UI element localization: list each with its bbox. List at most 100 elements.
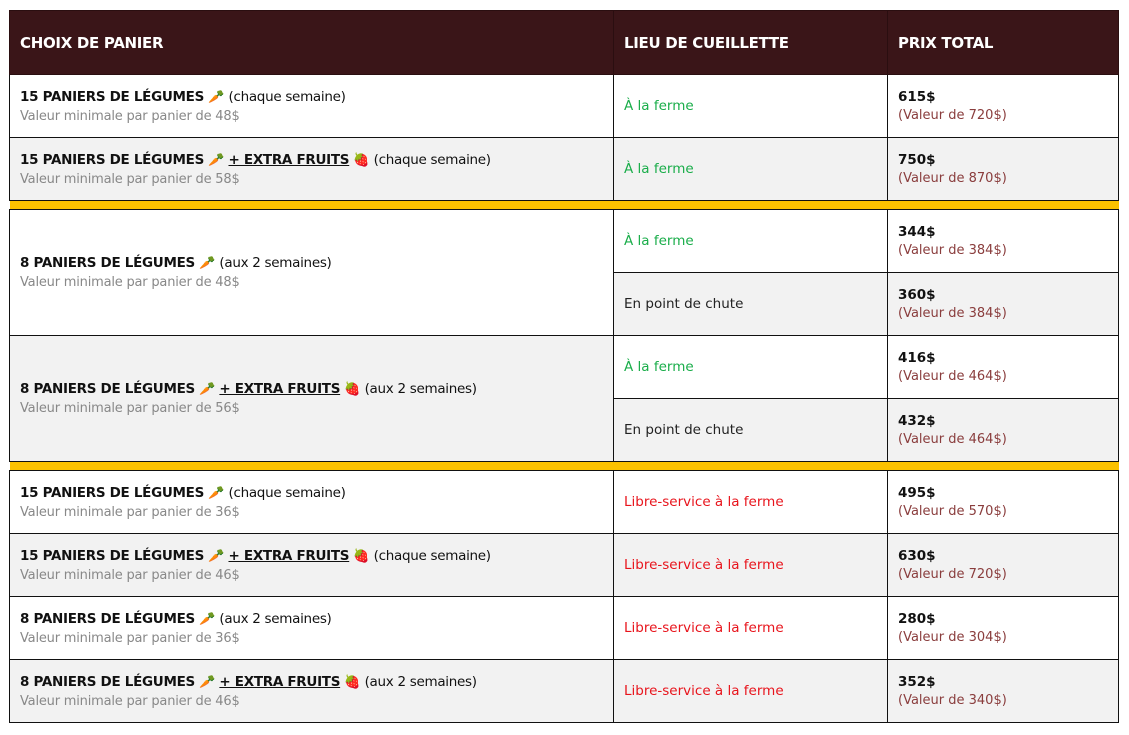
pickup-location-cell: Libre-service à la ferme: [613, 596, 888, 660]
strawberry-icon: 🍓: [340, 382, 365, 397]
table-header: CHOIX DE PANIER LIEU DE CUEILLETTE PRIX …: [9, 10, 1119, 75]
basket-frequency: (chaque semaine): [373, 151, 491, 168]
separator-bar: [9, 200, 1119, 210]
basket-title: 15 PANIERS DE LÉGUMES: [20, 484, 205, 501]
strawberry-icon: 🍓: [349, 152, 374, 168]
table-row: 15 PANIERS DE LÉGUMES 🥕 + EXTRA FRUITS 🍓…: [9, 533, 1119, 597]
carrot-icon: 🥕: [204, 485, 229, 501]
value-note: (Valeur de 384$): [898, 243, 1007, 258]
strawberry-icon: 🍓: [349, 548, 374, 564]
extra-fruits-link[interactable]: + EXTRA FRUITS: [219, 673, 341, 690]
basket-pricing-table: CHOIX DE PANIER LIEU DE CUEILLETTE PRIX …: [9, 10, 1119, 723]
pickup-location: Libre-service à la ferme: [624, 494, 784, 510]
pickup-location: À la ferme: [624, 233, 694, 249]
extra-fruits-link[interactable]: + EXTRA FRUITS: [228, 547, 350, 564]
total-price: 344$: [898, 224, 936, 240]
basket-title-line: 15 PANIERS DE LÉGUMES 🥕 + EXTRA FRUITS 🍓…: [20, 548, 603, 564]
pickup-location-cell: Libre-service à la ferme: [613, 470, 888, 534]
price-cell: 495$ (Valeur de 570$): [887, 470, 1119, 534]
value-note: (Valeur de 464$): [898, 432, 1007, 447]
group-separator: [9, 200, 1119, 210]
pickup-location: Libre-service à la ferme: [624, 683, 784, 699]
carrot-icon: 🥕: [194, 611, 220, 627]
minimum-value: Valeur minimale par panier de 58$: [20, 171, 240, 187]
pickup-location: À la ferme: [624, 161, 694, 177]
pickup-location-cell: Libre-service à la ferme: [613, 533, 888, 597]
basket-choice-cell: 15 PANIERS DE LÉGUMES 🥕 + EXTRA FRUITS 🍓…: [9, 137, 614, 201]
basket-frequency: (aux 2 semaines): [219, 255, 332, 271]
price-cell: 416$ (Valeur de 464$): [887, 335, 1119, 399]
pickup-location: À la ferme: [624, 98, 694, 114]
basket-choice-cell: 8 PANIERS DE LÉGUMES 🥕 + EXTRA FRUITS 🍓 …: [9, 335, 614, 462]
basket-title: 8 PANIERS DE LÉGUMES: [20, 610, 195, 627]
basket-title: 15 PANIERS DE LÉGUMES: [20, 151, 205, 168]
pickup-location-cell: En point de chute: [613, 398, 888, 462]
price-cell: 630$ (Valeur de 720$): [887, 533, 1119, 597]
price-cell: 344$ (Valeur de 384$): [887, 209, 1119, 273]
price-cell: 615$ (Valeur de 720$): [887, 74, 1119, 138]
extra-fruits-link[interactable]: + EXTRA FRUITS: [219, 381, 341, 397]
carrot-icon: 🥕: [194, 256, 220, 271]
basket-choice-cell: 15 PANIERS DE LÉGUMES 🥕 + EXTRA FRUITS 🍓…: [9, 533, 614, 597]
header-basket-choice: CHOIX DE PANIER: [9, 10, 614, 75]
pickup-location: À la ferme: [624, 359, 694, 375]
strawberry-icon: 🍓: [340, 674, 365, 690]
price-cell: 432$ (Valeur de 464$): [887, 398, 1119, 462]
carrot-icon: 🥕: [194, 382, 220, 397]
header-pickup-location: LIEU DE CUEILLETTE: [613, 10, 888, 75]
extra-fruits-link[interactable]: + EXTRA FRUITS: [228, 151, 350, 168]
pickup-location-cell: À la ferme: [613, 137, 888, 201]
table-row: 8 PANIERS DE LÉGUMES 🥕 (aux 2 semaines) V…: [9, 596, 1119, 660]
basket-frequency: (chaque semaine): [373, 547, 491, 564]
group-separator: [9, 461, 1119, 471]
total-price: 630$: [898, 548, 936, 564]
pickup-location-cell: À la ferme: [613, 209, 888, 273]
basket-title-line: 8 PANIERS DE LÉGUMES 🥕 + EXTRA FRUITS 🍓 …: [20, 674, 603, 690]
minimum-value: Valeur minimale par panier de 36$: [20, 504, 240, 520]
table-row: 15 PANIERS DE LÉGUMES 🥕 (chaque semaine)…: [9, 470, 1119, 534]
table-row: En point de chute 432$ (Valeur de 464$): [10, 398, 1119, 462]
basket-choice-cell: 8 PANIERS DE LÉGUMES 🥕 (aux 2 semaines) V…: [9, 209, 614, 336]
pickup-location-cell: À la ferme: [613, 74, 888, 138]
basket-title-line: 15 PANIERS DE LÉGUMES 🥕 (chaque semaine): [20, 89, 603, 105]
value-note: (Valeur de 340$): [898, 693, 1007, 708]
table-row: 8 PANIERS DE LÉGUMES 🥕 + EXTRA FRUITS 🍓 …: [9, 659, 1119, 723]
basket-choice-cell: 15 PANIERS DE LÉGUMES 🥕 (chaque semaine)…: [9, 470, 614, 534]
value-note: (Valeur de 464$): [898, 369, 1007, 384]
table-row: 15 PANIERS DE LÉGUMES 🥕 + EXTRA FRUITS 🍓…: [9, 137, 1119, 201]
minimum-value: Valeur minimale par panier de 48$: [20, 275, 240, 290]
table-row: 15 PANIERS DE LÉGUMES 🥕 (chaque semaine)…: [9, 74, 1119, 138]
basket-title-line: 8 PANIERS DE LÉGUMES 🥕 (aux 2 semaines): [20, 255, 603, 271]
value-note: (Valeur de 304$): [898, 630, 1007, 645]
basket-title: 15 PANIERS DE LÉGUMES: [20, 88, 205, 105]
basket-title-line: 15 PANIERS DE LÉGUMES 🥕 (chaque semaine): [20, 485, 603, 501]
total-price: 495$: [898, 485, 936, 501]
total-price: 416$: [898, 350, 936, 366]
value-note: (Valeur de 720$): [898, 567, 1007, 582]
pickup-location-cell: En point de chute: [613, 272, 888, 336]
basket-title-line: 8 PANIERS DE LÉGUMES 🥕 (aux 2 semaines): [20, 611, 603, 627]
basket-frequency: (aux 2 semaines): [364, 381, 477, 397]
basket-title: 8 PANIERS DE LÉGUMES: [20, 381, 195, 397]
basket-choice-cell: 8 PANIERS DE LÉGUMES 🥕 (aux 2 semaines) V…: [9, 596, 614, 660]
total-price: 352$: [898, 674, 936, 690]
basket-frequency: (chaque semaine): [228, 88, 346, 105]
basket-title: 8 PANIERS DE LÉGUMES: [20, 255, 195, 271]
value-note: (Valeur de 570$): [898, 504, 1007, 519]
basket-title-line: 8 PANIERS DE LÉGUMES 🥕 + EXTRA FRUITS 🍓 …: [20, 381, 603, 397]
pickup-location: Libre-service à la ferme: [624, 557, 784, 573]
price-cell: 750$ (Valeur de 870$): [887, 137, 1119, 201]
value-note: (Valeur de 720$): [898, 108, 1007, 123]
minimum-value: Valeur minimale par panier de 48$: [20, 108, 240, 124]
minimum-value: Valeur minimale par panier de 46$: [20, 567, 240, 583]
basket-title: 15 PANIERS DE LÉGUMES: [20, 547, 205, 564]
minimum-value: Valeur minimale par panier de 46$: [20, 693, 240, 709]
carrot-icon: 🥕: [194, 674, 220, 690]
minimum-value: Valeur minimale par panier de 36$: [20, 630, 240, 646]
basket-choice-cell: 8 PANIERS DE LÉGUMES 🥕 + EXTRA FRUITS 🍓 …: [9, 659, 614, 723]
value-note: (Valeur de 384$): [898, 306, 1007, 321]
total-price: 360$: [898, 287, 936, 303]
value-note: (Valeur de 870$): [898, 171, 1007, 186]
basket-frequency: (aux 2 semaines): [219, 610, 332, 627]
pickup-location: Libre-service à la ferme: [624, 620, 784, 636]
